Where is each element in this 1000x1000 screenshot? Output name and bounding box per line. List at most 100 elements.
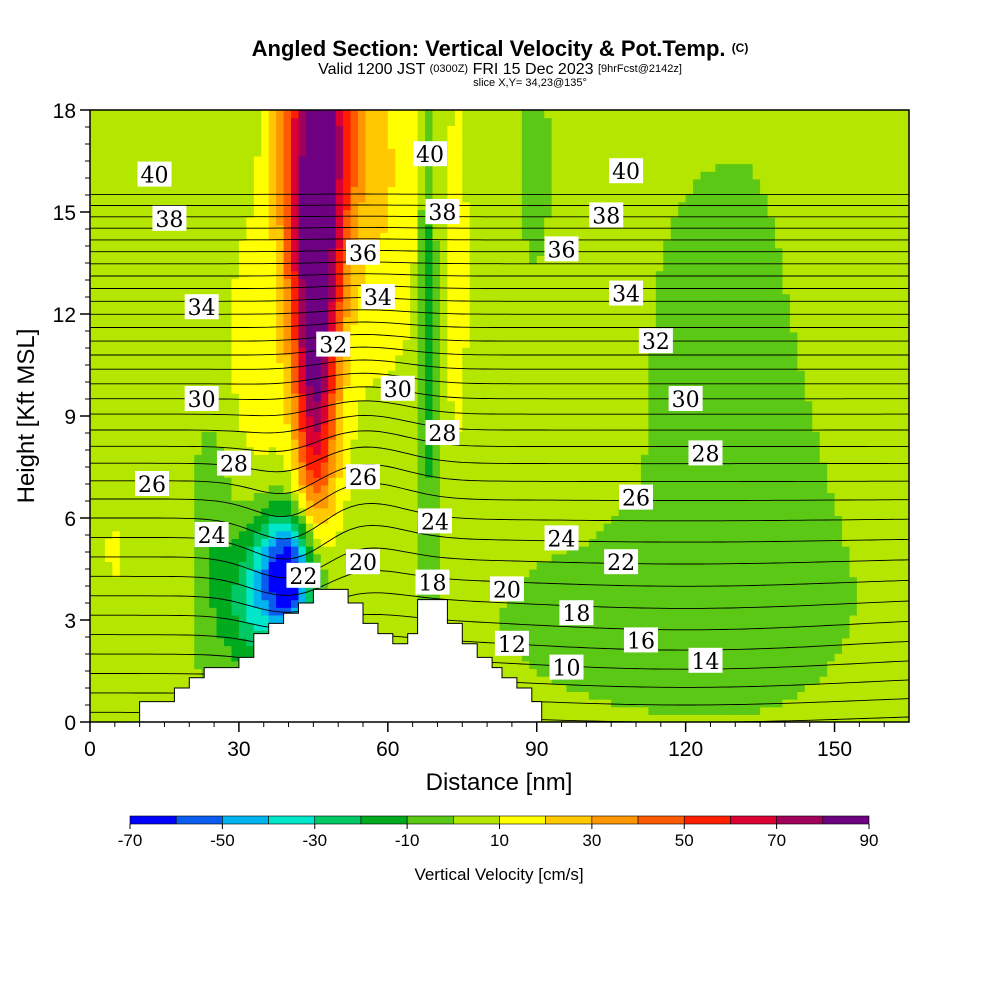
isentrope-label: 38 [428, 201, 456, 226]
chart-title: Angled Section: Vertical Velocity & Pot.… [0, 36, 1000, 61]
colorbar-swatch [822, 815, 870, 825]
isentrope-label-box [184, 294, 219, 320]
y-axis-title: Height [Kft MSL] [13, 329, 40, 504]
isentrope-label-box [668, 386, 703, 411]
colorbar-tick-label: -10 [395, 831, 420, 850]
isentrope-label-box [688, 647, 723, 673]
isentrope-label: 26 [138, 473, 166, 498]
isentrope-label-box [559, 600, 594, 626]
terrain-mask [139, 588, 543, 722]
chart-subtitle: Valid 1200 JST (0300Z) FRI 15 Dec 2023 [… [0, 61, 1000, 78]
colorbar-swatch [776, 815, 824, 825]
isentrope-label-box [544, 236, 579, 262]
colorbar-swatch [453, 815, 500, 825]
isentrope-label-box [380, 375, 415, 401]
isentrope-label-box [346, 549, 380, 575]
isentrope-label-box [623, 627, 658, 653]
isentrope-label: 18 [418, 572, 446, 597]
x-tick-label: 90 [525, 738, 548, 761]
colorbar-tick-label: -30 [302, 831, 327, 850]
isentrope-label: 36 [349, 242, 377, 267]
colorbar-title: Vertical Velocity [cm/s] [414, 865, 583, 884]
x-tick-label: 0 [84, 738, 96, 761]
isentrope-label: 12 [498, 633, 526, 658]
isentrope-label-box [604, 549, 639, 575]
y-tick-label: 9 [64, 406, 76, 429]
x-tick-label: 30 [227, 738, 250, 761]
isentrope-label: 18 [562, 602, 590, 627]
y-tick-label: 3 [64, 610, 76, 633]
colorbar-swatch [268, 815, 316, 825]
isentrope-label: 14 [691, 650, 719, 675]
x-axis: 0 30 60 90 120 150 [84, 722, 885, 761]
isentrope-label: 26 [622, 487, 650, 512]
isentrope-label-box [425, 420, 460, 445]
isentrope-label-box [489, 576, 524, 602]
colorbar-swatch [129, 815, 177, 825]
isentrope-label: 28 [691, 442, 719, 467]
colorbar-tick-label: 10 [490, 831, 509, 850]
isentrope-label: 16 [627, 629, 655, 654]
vertical-velocity-field [90, 110, 909, 722]
colorbar-swatch [730, 815, 777, 825]
isentrope-label: 28 [220, 453, 248, 478]
x-tick-label: 60 [376, 738, 399, 761]
colorbar-swatch [175, 815, 223, 825]
isentrope-label: 24 [198, 524, 226, 549]
isentrope-label: 40 [416, 143, 444, 168]
isentrope-label: 24 [548, 527, 576, 552]
colorbar-tick-label: 50 [675, 831, 694, 850]
isentrope-label: 26 [349, 466, 377, 491]
y-tick-label: 6 [64, 508, 76, 531]
isentrope-label: 40 [612, 160, 640, 185]
isentrope-label: 34 [612, 283, 640, 308]
isentrope-label-box [137, 161, 172, 187]
isentrope-label: 36 [548, 238, 576, 263]
y-axis: 0 3 6 9 12 15 18 [53, 100, 90, 735]
isentrope-label-box [413, 141, 448, 167]
isentrope-label-box [346, 464, 380, 490]
isentrope-label-box [619, 484, 653, 510]
colorbar: -70 -50 -30 -10 10 30 50 70 90 [118, 815, 879, 850]
colorbar-swatch [683, 815, 731, 825]
isentrope-label-box [415, 569, 450, 595]
x-tick-label: 120 [668, 738, 703, 761]
y-tick-label: 15 [53, 202, 76, 225]
chart-title-text: Angled Section: Vertical Velocity & Pot.… [251, 36, 726, 61]
isentrope-label: 40 [141, 164, 169, 189]
isentrope-label: 24 [421, 510, 449, 535]
isentrope-label-box [286, 562, 321, 588]
isentrope-label-box [360, 284, 395, 309]
colorbar-swatch [314, 815, 362, 825]
isentrope-label: 34 [188, 296, 216, 321]
isentrope-label: 30 [384, 378, 412, 403]
isentrope-label: 22 [289, 565, 317, 590]
isentrope-label-box [194, 522, 229, 547]
colorbar-tick-label: -70 [118, 831, 143, 850]
isentrope-label-box [216, 450, 251, 476]
valid-utc: (0300Z) [429, 63, 469, 75]
colorbar-tick-label: 30 [582, 831, 601, 850]
isentrope-label-box [346, 239, 380, 265]
isentrope-label: 38 [155, 208, 183, 233]
isentrope-label-box [316, 331, 351, 357]
isentrope-label: 22 [607, 551, 635, 576]
isentrope-labels: 40 38 34 30 28 26 24 22 36 34 32 30 26 20 40 38 28 24 18 20… [135, 141, 723, 682]
chart-title-units: (C) [731, 41, 749, 55]
y-tick-label: 18 [53, 100, 76, 123]
colorbar-tick-label: 90 [860, 831, 879, 850]
valid-date: FRI 15 Dec 2023 [472, 61, 594, 78]
isentrope-label-box [184, 386, 219, 411]
isentrope-label: 34 [364, 286, 392, 311]
isentrope-label: 30 [672, 388, 700, 413]
isentrope-label-box [425, 199, 460, 224]
colorbar-swatch [545, 815, 593, 825]
plot-area [90, 110, 909, 722]
colorbar-swatch [591, 815, 639, 825]
isentrope-label: 28 [428, 422, 456, 447]
isentrope-label-box [549, 654, 584, 680]
isentrope-label: 32 [319, 334, 347, 359]
isentrope-label: 20 [349, 551, 377, 576]
isentrope-label: 20 [493, 578, 521, 603]
